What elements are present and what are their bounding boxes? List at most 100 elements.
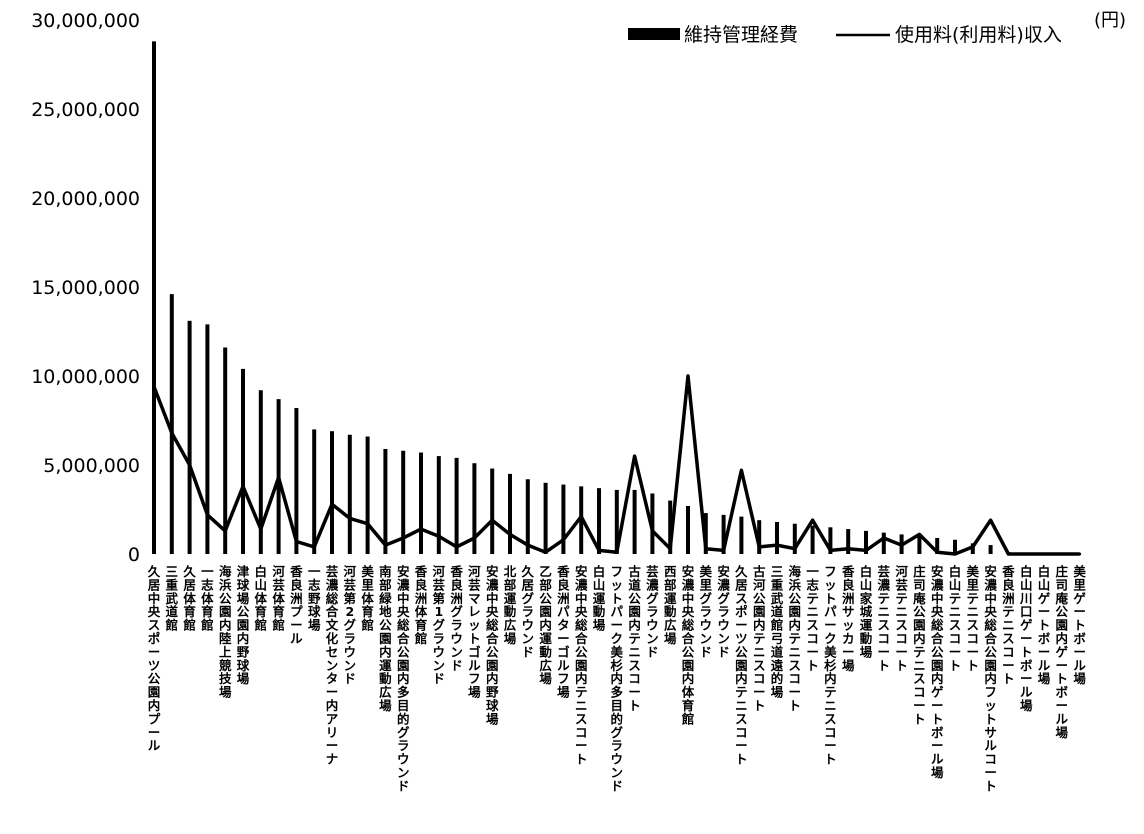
line-point [223,529,227,533]
category-labels: 久居中央スポーツ公園内プール三重武道館久居体育館一志体育館海浜公園内陸上競技場津… [147,564,1087,793]
bar [864,530,868,554]
category-label: 久居グラウンド [521,564,535,659]
line-point [579,515,583,519]
category-label: 津球場公園内野球場 [237,564,250,686]
bar [632,489,637,554]
y-tick-label: 10,000,000 [31,366,140,388]
category-label: 美里テニスコート [967,564,980,673]
category-label: 河芸テニスコート [895,564,908,673]
line-point [971,545,975,549]
bar [187,320,192,554]
line-point [953,552,957,556]
line-series [152,374,1082,556]
bar [561,484,566,554]
category-label: 香良洲グラウンド [449,564,463,673]
y-axis: 30,000,000 25,000,000 20,000,000 15,000,000… [31,10,140,566]
bar [614,489,619,554]
line-point [188,463,192,467]
y-tick-label: 15,000,000 [31,277,140,299]
category-label: 久居体育館 [182,564,196,633]
line-point [312,545,316,549]
legend: 維持管理経費 使用料(利用料)収入 [628,24,1062,46]
category-label: 古道公園内テニスコート [628,564,641,713]
line-point [526,543,530,547]
line-point [508,532,512,536]
bar [490,468,495,554]
unit-label: (円) [1094,10,1126,31]
line-point [704,547,708,551]
line-point [793,547,797,551]
line-point [722,548,726,552]
category-label: 三重武道館 [165,564,179,633]
category-label: 庄司庵公園内テニスコート [913,564,926,726]
line-point [348,516,352,520]
bar [757,520,762,554]
bar [383,448,388,554]
bar [454,457,459,554]
category-label: 香良洲プール [289,564,303,646]
y-tick-label: 25,000,000 [31,99,140,121]
category-label: 河芸体育館 [271,564,285,633]
category-label: 古河公園内テニスコート [753,564,766,713]
bar [543,482,548,554]
bar [792,523,797,554]
bar [508,473,512,554]
category-label: 芸濃テニスコート [878,564,891,673]
category-label: フットパーク美杉内多目的グラウンド [611,564,624,793]
category-label: 安濃中央総合公園内ゲートボール場 [931,564,944,780]
y-tick-label: 5,000,000 [43,455,140,477]
category-label: 美里グラウンド [700,564,713,659]
bar [597,488,601,554]
category-label: 北部運動広場 [504,564,517,646]
category-label: 三重武道館弓道遠的場 [770,564,784,700]
bar [169,294,174,554]
category-label: 香良洲サッカー場 [841,564,855,673]
line-point [686,374,690,378]
category-label: フットパーク美杉内テニスコート [824,564,837,767]
legend-bar-label: 維持管理経費 [684,24,798,46]
bar [436,456,441,554]
line-point [917,532,921,536]
bar [347,434,352,554]
category-label: 香良洲パターゴルフ場 [556,564,570,700]
line-point [152,385,156,389]
line-point [882,536,886,540]
bar [739,516,744,554]
bar [668,500,673,554]
bar [419,452,423,554]
line-point [1024,552,1028,556]
line-point [1006,552,1010,556]
line-point [989,518,993,522]
bar [686,505,690,554]
bar [775,521,779,554]
bar [312,429,317,554]
legend-line-label: 使用料(利用料)収入 [895,24,1062,46]
bar [721,514,726,554]
line-point [864,548,868,552]
bar [953,539,957,554]
legend-bar-swatch [628,28,680,40]
line-point [846,547,850,551]
category-label: 白山家城運動場 [860,564,873,659]
line-point [455,545,459,549]
bar [810,525,815,554]
category-label: 白山体育館 [254,564,268,633]
category-label: 美里体育館 [360,564,374,633]
category-label: 美里ゲートボール場 [1073,564,1086,686]
category-label: 乙部公園内運動広場 [539,564,552,686]
bar [365,436,370,554]
line-point [615,550,619,554]
line-point [775,543,779,547]
line-point [277,475,281,479]
category-label: 安濃中央総合公園内体育館 [681,564,695,726]
bar [828,527,833,554]
line-point [757,545,761,549]
line-point [1060,552,1064,556]
category-label: 安濃グラウンド [717,564,730,659]
line-point [437,534,441,538]
category-label: 安濃中央総合公園内野球場 [486,564,499,726]
bar [258,390,263,554]
category-label: 庄司庵公園内ゲートボール場 [1056,564,1069,740]
category-label: 白山運動場 [593,564,606,633]
category-label: 一志体育館 [200,564,214,633]
